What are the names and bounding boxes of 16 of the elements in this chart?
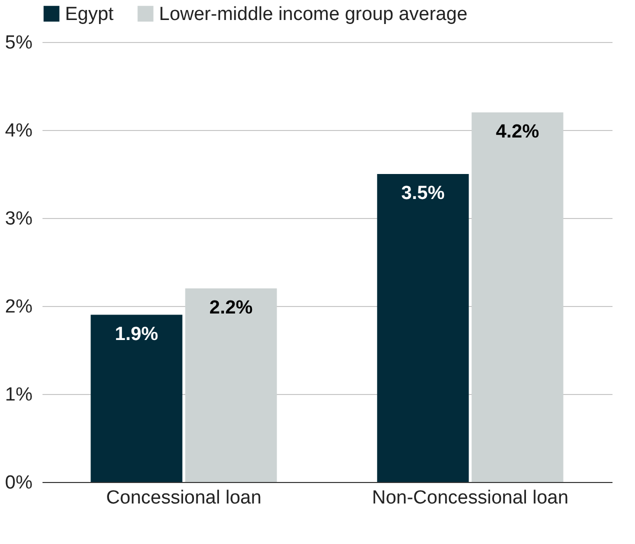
bar [377, 174, 469, 482]
data-label: 4.2% [496, 121, 540, 142]
legend-label: Egypt [65, 4, 114, 25]
x-tick-label: Non-Concessional loan [372, 488, 568, 508]
y-tick-label: 0% [5, 472, 33, 494]
y-tick-label: 1% [5, 384, 33, 406]
data-label: 3.5% [401, 183, 445, 204]
x-tick-label: Concessional loan [106, 488, 262, 508]
data-label: 2.2% [209, 297, 253, 318]
y-tick-label: 5% [5, 32, 33, 54]
y-tick-label: 4% [5, 120, 33, 142]
y-tick-label: 3% [5, 208, 33, 230]
data-label: 1.9% [114, 324, 158, 345]
bar [90, 314, 182, 482]
legend-label: Lower-middle income group average [159, 4, 468, 25]
y-tick-label: 2% [5, 296, 33, 318]
